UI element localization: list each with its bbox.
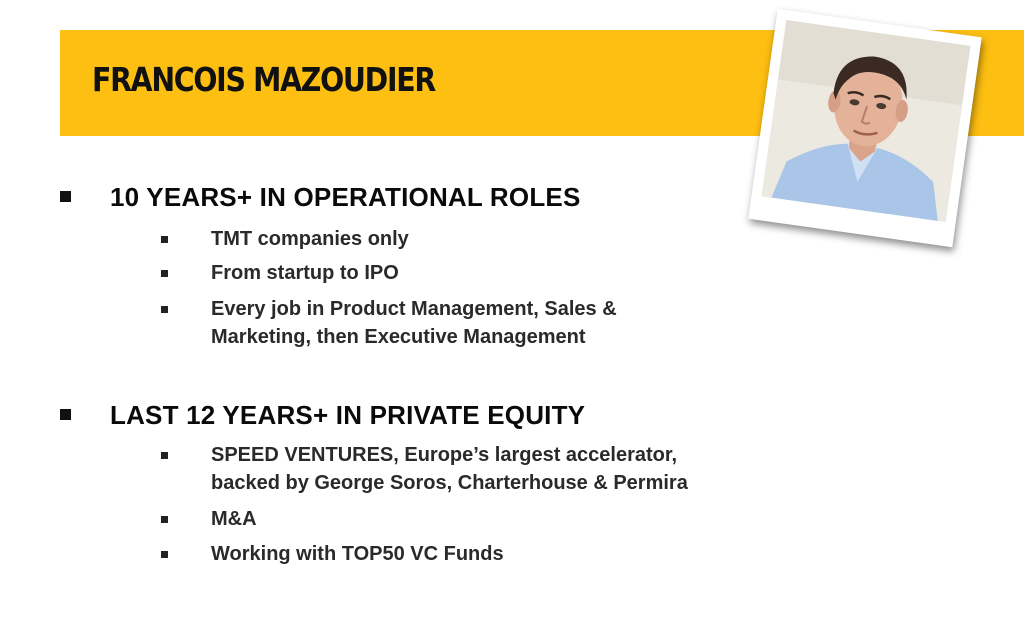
section-heading: 10 YEARS+ IN OPERATIONAL ROLES [110, 182, 581, 212]
section-heading: LAST 12 YEARS+ IN PRIVATE EQUITY [110, 400, 586, 430]
list-item-text: From startup to IPO [211, 262, 399, 284]
portrait-illustration [761, 19, 971, 223]
page-title: FRANCOIS MAZOUDIER [92, 60, 436, 99]
list-bullet [161, 236, 168, 243]
list-item-text: Every job in Product Management, Sales &… [211, 298, 617, 348]
list-bullet [161, 452, 168, 459]
portrait-photo [761, 19, 971, 223]
section-bullet [60, 409, 71, 420]
list-item-text: SPEED VENTURES, Europe’s largest acceler… [211, 444, 688, 494]
list-bullet [161, 270, 168, 277]
list-item-text: M&A [211, 508, 257, 530]
section-bullet [60, 191, 71, 202]
list-bullet [161, 551, 168, 558]
list-bullet [161, 306, 168, 313]
list-item-text: Working with TOP50 VC Funds [211, 543, 504, 565]
portrait-photo-frame [748, 8, 982, 248]
list-item-text: TMT companies only [211, 228, 409, 250]
list-bullet [161, 516, 168, 523]
